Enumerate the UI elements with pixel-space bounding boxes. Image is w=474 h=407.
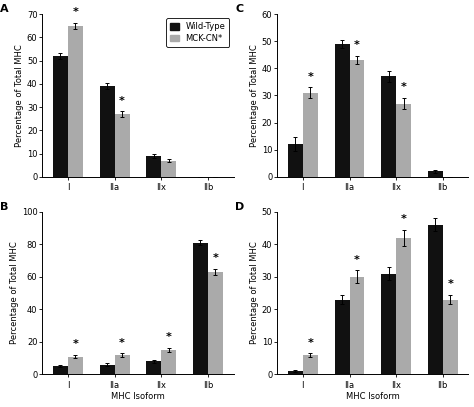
Text: *: *: [401, 214, 407, 224]
Text: *: *: [401, 83, 407, 92]
Y-axis label: Percentage of Total MHC: Percentage of Total MHC: [250, 44, 259, 147]
Bar: [288, 144, 303, 177]
Bar: [335, 300, 349, 374]
Text: *: *: [119, 96, 125, 105]
Bar: [443, 300, 458, 374]
Bar: [100, 86, 115, 177]
Text: A: A: [0, 4, 9, 14]
Bar: [349, 277, 365, 374]
Text: *: *: [73, 7, 78, 17]
Bar: [208, 272, 223, 374]
X-axis label: MHC Isoform: MHC Isoform: [346, 392, 400, 401]
Bar: [303, 355, 318, 374]
Text: D: D: [235, 202, 245, 212]
Text: C: C: [235, 4, 243, 14]
Bar: [396, 238, 411, 374]
Bar: [53, 56, 68, 177]
Bar: [53, 366, 68, 374]
Text: *: *: [447, 279, 453, 289]
Legend: Wild-Type, MCK-CN*: Wild-Type, MCK-CN*: [166, 18, 229, 47]
Text: *: *: [307, 72, 313, 82]
Bar: [349, 60, 365, 177]
Y-axis label: Percentage of Total MHC: Percentage of Total MHC: [250, 242, 259, 344]
Bar: [115, 114, 129, 177]
Bar: [146, 361, 161, 374]
Text: *: *: [354, 40, 360, 50]
Bar: [428, 171, 443, 177]
Text: *: *: [119, 337, 125, 348]
Bar: [303, 93, 318, 177]
Bar: [381, 274, 396, 374]
Bar: [100, 365, 115, 374]
Bar: [68, 357, 83, 374]
Text: *: *: [166, 332, 172, 342]
Y-axis label: Percentage of Total MHC: Percentage of Total MHC: [10, 242, 19, 344]
Bar: [146, 156, 161, 177]
Bar: [193, 243, 208, 374]
Text: *: *: [354, 255, 360, 265]
Bar: [161, 160, 176, 177]
Text: *: *: [212, 253, 218, 263]
Bar: [396, 104, 411, 177]
Bar: [381, 77, 396, 177]
Bar: [68, 26, 83, 177]
Y-axis label: Percentage of Total MHC: Percentage of Total MHC: [15, 44, 24, 147]
Bar: [428, 225, 443, 374]
Bar: [335, 44, 349, 177]
Text: *: *: [73, 339, 78, 349]
Text: *: *: [307, 337, 313, 348]
X-axis label: MHC Isoform: MHC Isoform: [111, 392, 165, 401]
Text: B: B: [0, 202, 9, 212]
Bar: [288, 371, 303, 374]
Bar: [161, 350, 176, 374]
Bar: [115, 355, 129, 374]
